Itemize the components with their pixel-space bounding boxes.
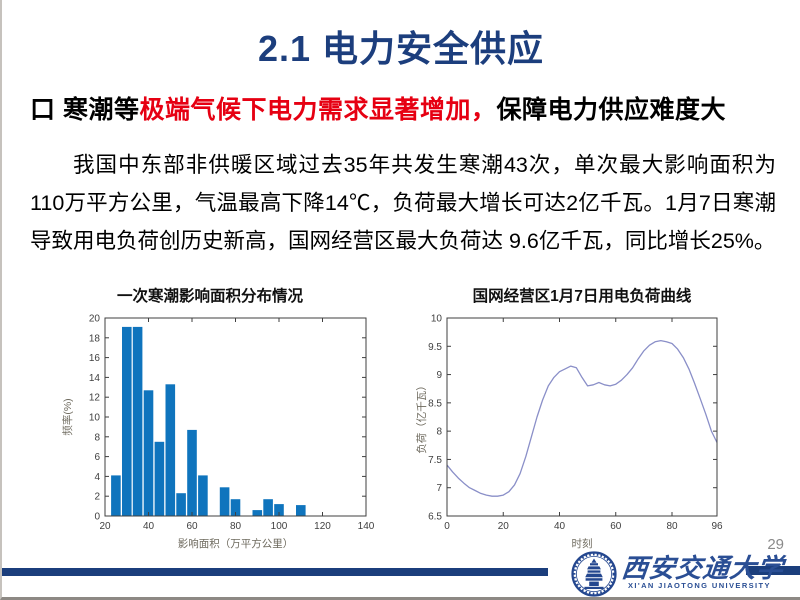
svg-text:0: 0 (94, 512, 100, 523)
svg-text:6.5: 6.5 (428, 512, 442, 523)
svg-text:100: 100 (271, 521, 288, 532)
svg-text:0: 0 (444, 521, 450, 532)
svg-text:80: 80 (666, 521, 678, 532)
bar-chart: 20 40 60 80 100 120 140 0 2 4 6 8 10 12 14 16 18 20 影响面积（万… (61, 314, 375, 551)
svg-text:9.5: 9.5 (428, 342, 442, 353)
svg-text:2: 2 (94, 492, 100, 503)
svg-text:8: 8 (436, 427, 442, 438)
svg-text:频率(%): 频率(%) (61, 398, 74, 435)
svg-text:120: 120 (314, 521, 331, 532)
svg-text:60: 60 (186, 521, 198, 532)
page-number: 29 (767, 536, 784, 553)
svg-text:9: 9 (436, 370, 442, 381)
line-chart-title: 国网经营区1月7日用电负荷曲线 (472, 288, 692, 305)
svg-text:60: 60 (610, 521, 622, 532)
footer-divider-right (746, 566, 800, 575)
svg-text:40: 40 (143, 521, 155, 532)
heading-text-suffix: 保障电力供应难度大 (496, 96, 727, 124)
svg-text:20: 20 (89, 314, 101, 325)
line-chart: 0 20 40 60 80 96 6.5 7 7.5 8 8.5 9 9.5 10 时刻 负荷（亿千瓦） (415, 314, 723, 551)
key-point-heading: 口 寒潮等极端气候下电力需求显著增加，保障电力供应难度大 (30, 90, 778, 126)
svg-text:8: 8 (94, 432, 100, 443)
svg-text:40: 40 (554, 521, 566, 532)
svg-text:7.5: 7.5 (428, 455, 442, 466)
bar-chart-title: 一次寒潮影响面积分布情况 (116, 288, 303, 305)
svg-text:140: 140 (358, 521, 375, 532)
university-name-en: XI'AN JIAOTONG UNIVERSITY (628, 581, 771, 590)
heading-text-prefix: 寒潮等 (62, 96, 140, 124)
svg-text:96: 96 (711, 521, 723, 532)
body-paragraph: 我国中东部非供暖区域过去35年共发生寒潮43次，单次最大影响面积为110万平方公… (30, 153, 776, 253)
svg-text:10: 10 (431, 314, 443, 325)
svg-text:时刻: 时刻 (572, 537, 593, 550)
university-seal-icon (571, 551, 617, 597)
svg-text:6: 6 (94, 452, 100, 463)
heading-text-highlight: 极端气候下电力需求显著增加， (139, 96, 497, 124)
svg-text:16: 16 (89, 353, 101, 364)
svg-text:8.5: 8.5 (428, 398, 442, 409)
svg-text:14: 14 (89, 373, 101, 384)
page-title: 2.1 电力安全供应 (257, 28, 545, 69)
svg-text:80: 80 (230, 521, 242, 532)
svg-text:7: 7 (436, 483, 442, 494)
square-bullet-icon: 口 (30, 96, 56, 124)
svg-text:20: 20 (99, 521, 111, 532)
svg-text:18: 18 (89, 333, 101, 344)
footer-divider-left (2, 568, 548, 576)
svg-text:负荷（亿千瓦）: 负荷（亿千瓦） (415, 380, 428, 454)
svg-text:10: 10 (89, 413, 101, 424)
university-name-cn: 西安交通大学 (620, 554, 786, 584)
svg-text:12: 12 (89, 393, 101, 404)
svg-text:20: 20 (498, 521, 510, 532)
svg-text:4: 4 (94, 472, 100, 483)
svg-text:影响面积（万平方公里）: 影响面积（万平方公里） (178, 537, 294, 550)
